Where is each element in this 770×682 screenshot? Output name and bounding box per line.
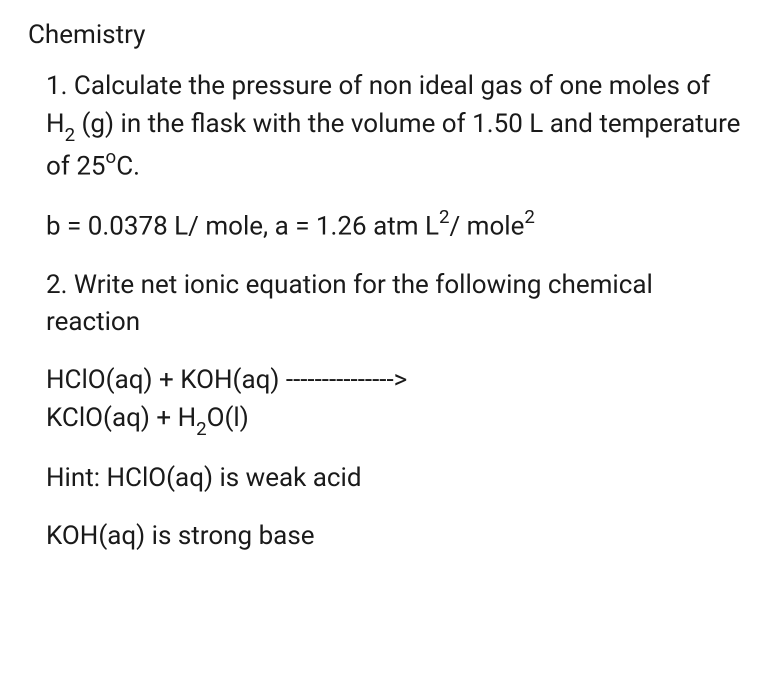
q1-params-b: / mole — [450, 212, 525, 242]
q2-hint1: Hint: HClO(aq) is weak acid — [46, 460, 742, 498]
q2-prompt: 2. Write net ionic equation for the foll… — [46, 267, 742, 342]
q1-degree-sup: o — [106, 146, 117, 168]
q1-params: b = 0.0378 L/ mole, a = 1.26 atm L2/ mol… — [46, 206, 742, 246]
q1-params-a: b = 0.0378 L/ mole, a = 1.26 atm L — [46, 212, 439, 242]
q1-l2-sup: 2 — [439, 206, 450, 228]
q1-text: 1. Calculate the pressure of non ideal g… — [46, 68, 742, 186]
q2-eq-rhs-b: O(l) — [207, 403, 249, 433]
q1-line1-b: (g) in the flask with the — [75, 109, 344, 139]
q2-hint2: KOH(aq) is strong base — [46, 518, 742, 556]
q1-line2-b: C. — [116, 152, 140, 182]
q2-equation: HClO(aq) + KOH(aq) ---------------> KClO… — [46, 362, 742, 440]
q2-eq-lhs: HClO(aq) + KOH(aq) ---------------> — [46, 365, 407, 395]
q1-mole2-sup: 2 — [524, 206, 535, 228]
subject-heading: Chemistry — [28, 20, 742, 50]
q1-h2-subscript: 2 — [65, 124, 76, 146]
q2-h2o-subscript: 2 — [196, 418, 207, 440]
q2-eq-rhs-a: KClO(aq) + H — [46, 403, 196, 433]
question-content: 1. Calculate the pressure of non ideal g… — [28, 68, 742, 555]
